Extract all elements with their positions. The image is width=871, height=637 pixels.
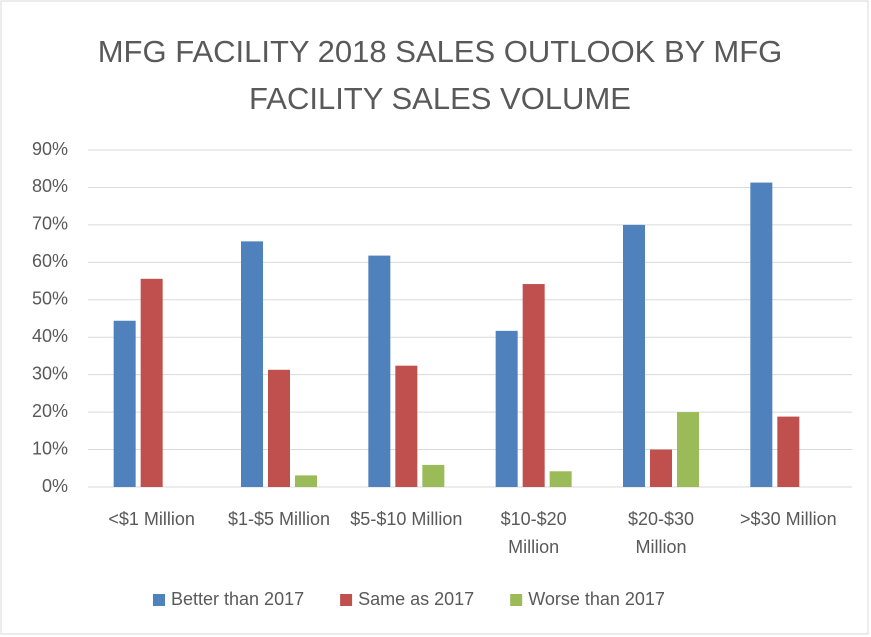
bar	[677, 412, 699, 487]
legend-label: Same as 2017	[358, 589, 474, 609]
x-tick-label: $1-$5 Million	[227, 509, 331, 529]
y-tick-label: 40%	[32, 326, 68, 346]
bar	[113, 320, 136, 487]
y-tick-label: 80%	[32, 176, 68, 196]
legend-label: Worse than 2017	[528, 589, 665, 609]
y-tick-label: 90%	[32, 139, 68, 159]
y-tick-label: 10%	[32, 438, 68, 458]
chart-title: MFG FACILITY 2018 SALES OUTLOOK BY MFG F…	[97, 34, 783, 116]
legend-swatch	[340, 594, 353, 606]
bar	[268, 369, 290, 487]
x-tick-label: >$30 Million	[740, 509, 837, 529]
y-tick-label: 0%	[42, 476, 68, 496]
bar	[750, 182, 773, 487]
legend-swatch	[510, 594, 523, 606]
bar	[295, 475, 317, 487]
bar	[522, 284, 545, 487]
x-tick-label: <$1 Million	[108, 509, 195, 529]
y-tick-label: 30%	[32, 363, 68, 383]
bar	[650, 449, 672, 487]
bar	[623, 224, 645, 487]
x-tick-label: $10-$20 Million	[500, 509, 567, 557]
y-tick-label: 60%	[32, 251, 68, 271]
x-tick-label: $20-$30 Million	[627, 509, 695, 557]
bar	[495, 330, 518, 487]
y-tick-label: 50%	[32, 289, 68, 309]
bar	[777, 416, 800, 487]
x-tick-label: $5-$10 Million	[350, 509, 463, 529]
legend-swatch	[153, 594, 165, 606]
legend-label: Better than 2017	[171, 589, 304, 609]
bar	[395, 365, 418, 487]
bar	[140, 278, 163, 487]
bar	[422, 464, 445, 487]
y-tick-label: 70%	[32, 214, 68, 234]
bar	[368, 255, 391, 487]
bar	[549, 471, 572, 487]
bar	[241, 241, 263, 487]
y-tick-label: 20%	[32, 401, 68, 421]
